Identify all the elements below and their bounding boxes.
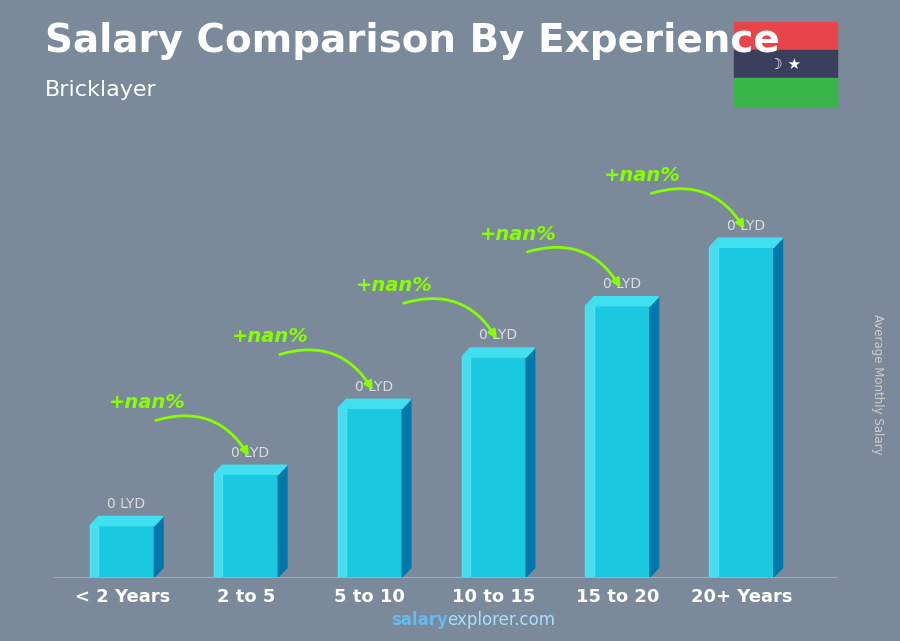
Text: 0 LYD: 0 LYD (479, 328, 518, 342)
Bar (214, 474, 278, 577)
Bar (214, 474, 222, 577)
Text: Salary Comparison By Experience: Salary Comparison By Experience (45, 22, 779, 60)
Bar (338, 408, 402, 577)
Polygon shape (155, 517, 163, 577)
Polygon shape (278, 465, 287, 577)
Bar (338, 408, 346, 577)
Polygon shape (462, 348, 535, 357)
Bar (709, 247, 774, 577)
Text: 0 LYD: 0 LYD (727, 219, 765, 233)
Text: 0 LYD: 0 LYD (603, 277, 641, 291)
Text: +nan%: +nan% (604, 166, 681, 185)
Text: +nan%: +nan% (356, 276, 433, 295)
Text: 0 LYD: 0 LYD (356, 379, 393, 394)
Bar (462, 357, 470, 577)
Text: explorer.com: explorer.com (447, 612, 555, 629)
Text: +nan%: +nan% (232, 327, 310, 346)
Polygon shape (709, 238, 782, 247)
Text: +nan%: +nan% (481, 224, 557, 244)
Polygon shape (214, 465, 287, 474)
Polygon shape (650, 297, 659, 577)
Text: salary: salary (392, 612, 448, 629)
Polygon shape (526, 348, 535, 577)
Text: +nan%: +nan% (109, 393, 185, 412)
Polygon shape (402, 399, 410, 577)
Text: Average Monthly Salary: Average Monthly Salary (871, 314, 884, 455)
Bar (734, 78, 837, 106)
Bar (709, 247, 718, 577)
Text: 0 LYD: 0 LYD (231, 445, 269, 460)
Bar (462, 357, 526, 577)
Bar (586, 306, 650, 577)
Text: 0 LYD: 0 LYD (107, 497, 146, 511)
Polygon shape (90, 517, 163, 526)
Bar (586, 306, 594, 577)
Bar (734, 22, 837, 50)
Bar (90, 526, 155, 577)
Polygon shape (586, 297, 659, 306)
Bar (90, 526, 98, 577)
Text: Bricklayer: Bricklayer (45, 80, 157, 100)
Polygon shape (774, 238, 782, 577)
Bar (734, 50, 837, 78)
Text: ☽ ★: ☽ ★ (770, 56, 801, 72)
Polygon shape (338, 399, 410, 408)
